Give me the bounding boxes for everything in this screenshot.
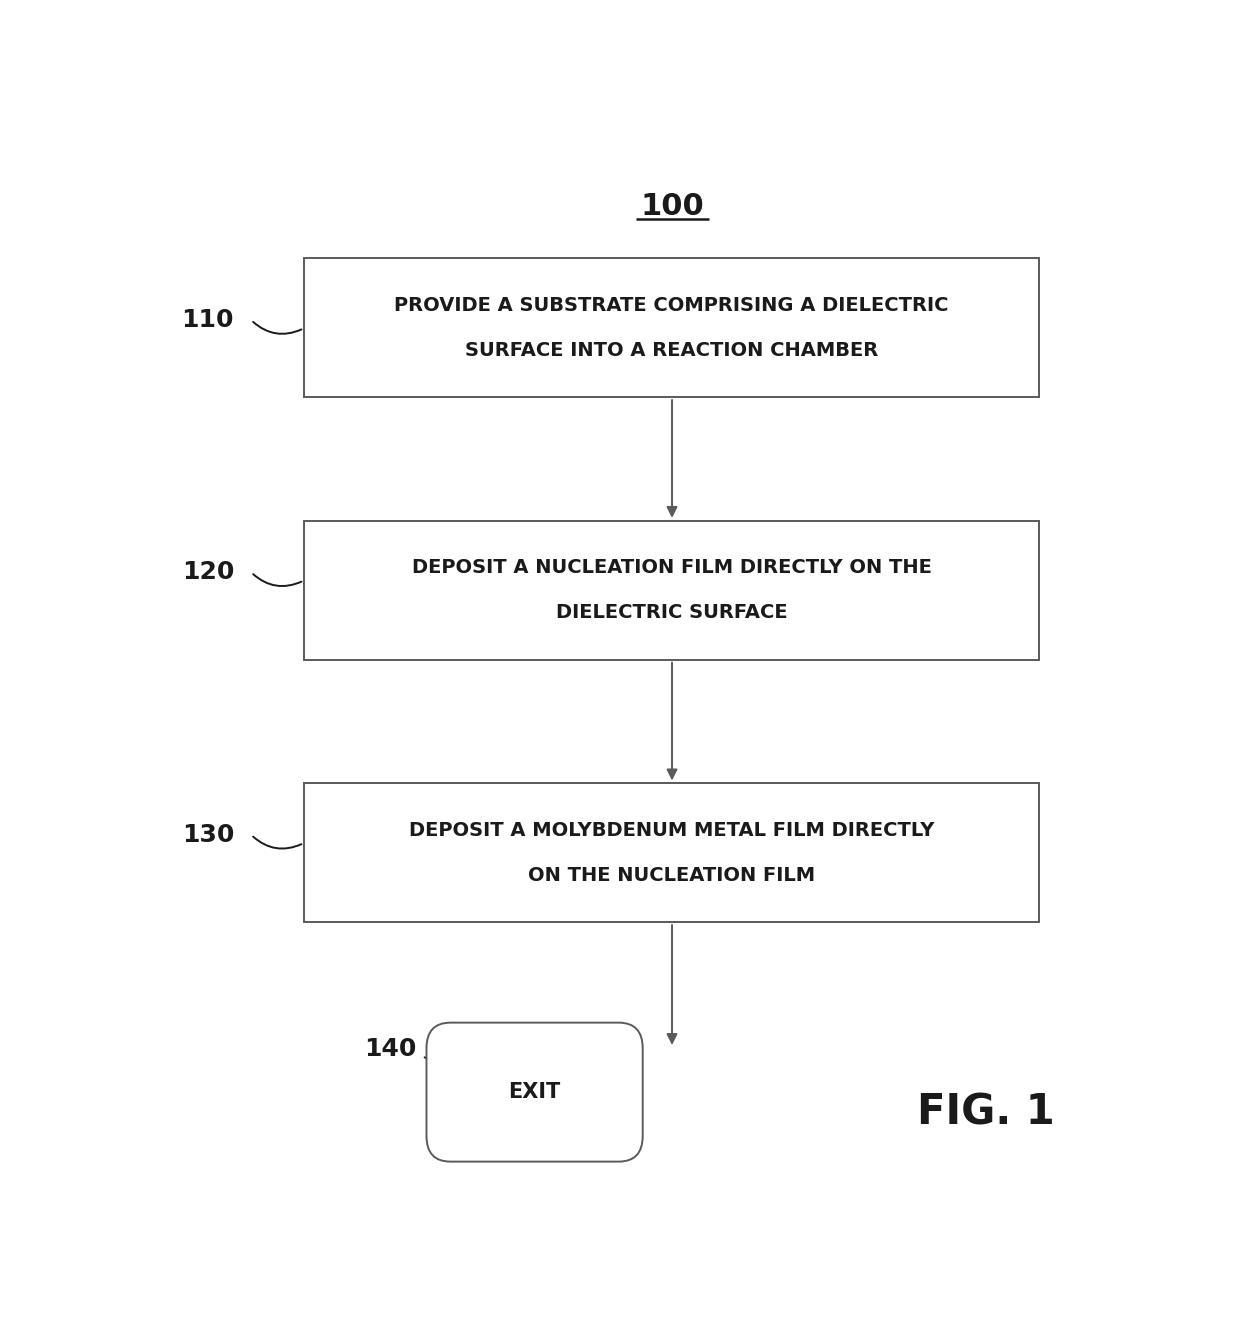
Text: ON THE NUCLEATION FILM: ON THE NUCLEATION FILM bbox=[528, 866, 815, 885]
FancyBboxPatch shape bbox=[304, 521, 1039, 659]
FancyBboxPatch shape bbox=[427, 1023, 642, 1162]
Text: SURFACE INTO A REACTION CHAMBER: SURFACE INTO A REACTION CHAMBER bbox=[465, 341, 878, 360]
Text: PROVIDE A SUBSTRATE COMPRISING A DIELECTRIC: PROVIDE A SUBSTRATE COMPRISING A DIELECT… bbox=[394, 295, 949, 314]
FancyBboxPatch shape bbox=[304, 783, 1039, 923]
Text: FIG. 1: FIG. 1 bbox=[918, 1092, 1055, 1134]
Text: 110: 110 bbox=[181, 308, 234, 332]
Text: 120: 120 bbox=[182, 560, 234, 584]
Text: 140: 140 bbox=[365, 1038, 417, 1060]
Text: 130: 130 bbox=[182, 822, 234, 846]
Text: DIELECTRIC SURFACE: DIELECTRIC SURFACE bbox=[556, 603, 787, 623]
Text: DEPOSIT A NUCLEATION FILM DIRECTLY ON THE: DEPOSIT A NUCLEATION FILM DIRECTLY ON TH… bbox=[412, 558, 931, 578]
Text: EXIT: EXIT bbox=[508, 1082, 560, 1102]
FancyBboxPatch shape bbox=[304, 258, 1039, 397]
Text: DEPOSIT A MOLYBDENUM METAL FILM DIRECTLY: DEPOSIT A MOLYBDENUM METAL FILM DIRECTLY bbox=[409, 821, 934, 840]
Text: 100: 100 bbox=[640, 193, 704, 221]
